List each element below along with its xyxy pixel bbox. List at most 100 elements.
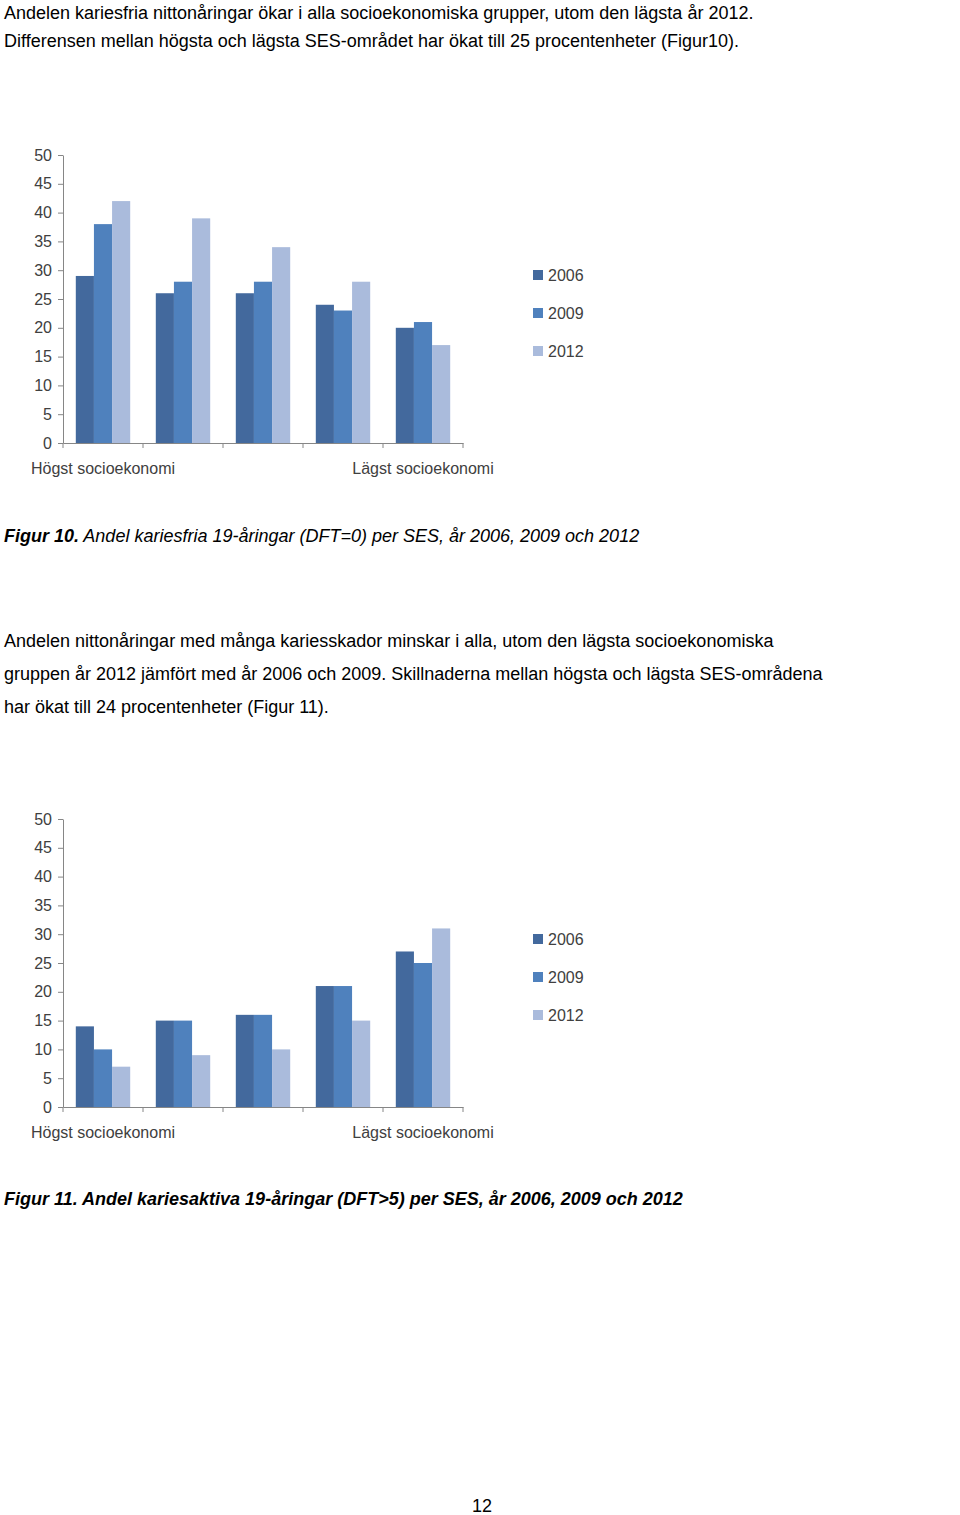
axis-line <box>64 1107 464 1108</box>
tick-label: 0 <box>43 1099 52 1116</box>
legend-label: 2009 <box>548 969 584 986</box>
tick-label: 40 <box>34 204 52 221</box>
bar <box>192 218 210 443</box>
page-background <box>0 0 960 1515</box>
figure-caption: Figur 10. Andel kariesfria 19-åringar (D… <box>4 526 639 546</box>
tick-mark <box>58 213 63 214</box>
bar <box>174 1021 192 1107</box>
chart: 0 5 10 15 20 25 30 35 40 45 50 Högst socioekonomiLä… <box>31 811 584 1142</box>
tick: 20 <box>34 983 63 1000</box>
bar <box>396 328 414 443</box>
tick-label: 35 <box>34 233 52 250</box>
legend-label: 2012 <box>548 343 584 360</box>
legend-swatch <box>533 972 543 982</box>
tick-label: 30 <box>34 926 52 943</box>
legend-swatch <box>533 346 543 356</box>
legend-label: 2006 <box>548 931 584 948</box>
axis-line <box>63 820 64 1108</box>
paragraph-line: Andelen nittonåringar med många kariessk… <box>4 631 774 651</box>
bar <box>316 305 334 443</box>
tick-mark <box>58 414 63 415</box>
tick: 5 <box>43 406 63 423</box>
tick-mark <box>58 357 63 358</box>
bar <box>236 293 254 443</box>
legend-swatch <box>533 270 543 280</box>
x-axis: Högst socioekonomiLägst socioekonomi <box>31 1107 494 1141</box>
category-divider <box>383 443 384 448</box>
axis-line <box>63 156 64 444</box>
caption-label: Figur 10. <box>4 526 79 546</box>
paragraph-line: Andelen kariesfria nittonåringar ökar i … <box>4 3 753 23</box>
tick: Lägst socioekonomi <box>352 443 493 477</box>
bar <box>76 1026 94 1107</box>
tick-label: 15 <box>34 1012 52 1029</box>
tick-label: 30 <box>34 262 52 279</box>
tick: 30 <box>34 262 63 279</box>
legend: 200620092012 <box>533 267 584 360</box>
legend-swatch <box>533 934 543 944</box>
bar <box>254 282 272 443</box>
tick-mark <box>58 819 63 820</box>
legend-label: 2009 <box>548 305 584 322</box>
tick-mark <box>58 848 63 849</box>
category-divider <box>63 443 64 448</box>
category-divider <box>303 1107 304 1112</box>
tick-mark <box>58 270 63 271</box>
tick-mark <box>58 1021 63 1022</box>
bar <box>112 201 130 443</box>
tick-label: 50 <box>34 811 52 828</box>
tick-label: 25 <box>34 291 52 308</box>
tick-mark <box>58 241 63 242</box>
tick-mark <box>58 877 63 878</box>
tick-label: 45 <box>34 175 52 192</box>
paragraph-line: har ökat till 24 procentenheter (Figur 1… <box>4 697 329 717</box>
tick: Högst socioekonomi <box>31 443 175 477</box>
tick-mark <box>58 934 63 935</box>
category-divider <box>143 1107 144 1112</box>
tick: 10 <box>34 1041 63 1058</box>
y-axis: 0 5 10 15 20 25 30 35 40 45 50 <box>34 811 63 1116</box>
bar <box>112 1067 130 1107</box>
bar <box>94 1049 112 1107</box>
tick-label: Högst socioekonomi <box>31 460 175 477</box>
tick-mark <box>58 905 63 906</box>
tick-mark <box>58 299 63 300</box>
tick: Lägst socioekonomi <box>352 1107 493 1141</box>
legend-swatch <box>533 308 543 318</box>
tick-label: 15 <box>34 348 52 365</box>
caption-text: Andel kariesfria 19-åringar (DFT=0) per … <box>79 526 639 546</box>
tick: 15 <box>34 348 63 365</box>
tick: 30 <box>34 926 63 943</box>
bars <box>76 201 450 443</box>
paragraph-line: Differensen mellan högsta och lägsta SES… <box>4 31 739 51</box>
tick-label: Lägst socioekonomi <box>352 1124 493 1141</box>
axis-line <box>64 443 464 444</box>
tick-label: 10 <box>34 377 52 394</box>
category-divider <box>463 443 464 448</box>
bars <box>76 928 450 1107</box>
bar <box>396 951 414 1107</box>
category-divider <box>63 1107 64 1112</box>
tick-label: 5 <box>43 1070 52 1087</box>
bar <box>414 322 432 443</box>
page-number: 12 <box>472 1496 492 1515</box>
legend: 200620092012 <box>533 931 584 1024</box>
tick: 35 <box>34 897 63 914</box>
tick-label: Lägst socioekonomi <box>352 460 493 477</box>
figure-caption: Figur 11. Andel kariesaktiva 19-åringar … <box>4 1189 683 1209</box>
bar <box>76 276 94 443</box>
tick: 0 <box>43 435 63 452</box>
caption-text: Andel kariesaktiva 19-åringar (DFT>5) pe… <box>78 1189 683 1209</box>
category-dividers <box>63 1107 463 1112</box>
tick-mark <box>58 1107 63 1108</box>
tick-label: 45 <box>34 839 52 856</box>
tick-label: 35 <box>34 897 52 914</box>
tick-mark <box>58 443 63 444</box>
tick: 10 <box>34 377 63 394</box>
bar <box>156 293 174 443</box>
tick-label: 25 <box>34 955 52 972</box>
tick: 40 <box>34 868 63 885</box>
bar <box>272 1049 290 1107</box>
tick: 15 <box>34 1012 63 1029</box>
bar <box>432 928 450 1107</box>
